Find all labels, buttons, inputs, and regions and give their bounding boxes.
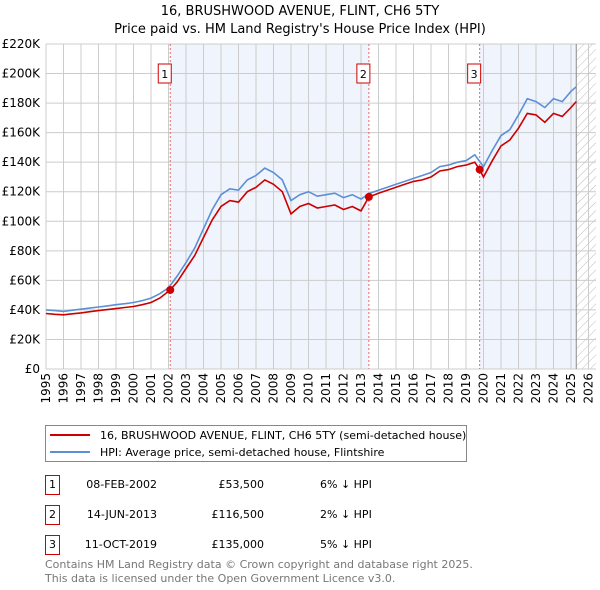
sale-point [475, 165, 484, 174]
y-tick-label: £0 [25, 362, 40, 376]
y-tick-label: £60K [9, 273, 41, 287]
x-tick-label: 1996 [57, 373, 71, 404]
y-tick-label: £160K [2, 126, 42, 140]
x-tick-label: 2006 [232, 373, 246, 404]
y-tick-label: £200K [2, 67, 42, 81]
x-tick-label: 2005 [214, 373, 228, 404]
sale-date: 14-JUN-2013 [86, 508, 157, 521]
x-tick-label: 2014 [372, 373, 386, 404]
chart-title: 16, BRUSHWOOD AVENUE, FLINT, CH6 5TY [160, 4, 440, 19]
y-tick-label: £100K [2, 214, 42, 228]
sale-date: 08-FEB-2002 [86, 478, 157, 491]
x-tick-label: 2023 [529, 373, 543, 404]
x-tick-label: 2010 [302, 373, 316, 404]
sale-price: £116,500 [211, 508, 265, 521]
x-tick-label: 2002 [162, 373, 176, 404]
sale-hpi-diff: 5% ↓ HPI [320, 538, 372, 551]
x-tick-label: 2009 [284, 373, 298, 404]
sale-point [166, 285, 175, 294]
x-tick-label: 2022 [512, 373, 526, 404]
blue-line-swatch [50, 451, 90, 453]
sale-label-box [356, 63, 371, 84]
x-tick-label: 2017 [424, 373, 438, 404]
x-tick-label: 1998 [92, 373, 106, 404]
x-tick-label: 2011 [319, 373, 333, 404]
x-tick-label: 2016 [407, 373, 421, 404]
x-tick-label: 1999 [109, 373, 123, 404]
sale-price: £53,500 [218, 478, 265, 491]
property-price-line [45, 101, 577, 316]
transaction-row: 1 08-FEB-2002 £53,500 6% ↓ HPI [45, 475, 465, 495]
x-tick-label: 2015 [389, 373, 403, 404]
legend-label-hpi: HPI: Average price, semi-detached house,… [100, 445, 385, 459]
sale-label: 1 [161, 68, 168, 81]
x-tick-label: 2024 [547, 373, 561, 404]
x-tick-label: 2004 [197, 373, 211, 404]
legend-item-property: 16, BRUSHWOOD AVENUE, FLINT, CH6 5TY (se… [50, 427, 466, 443]
x-tick-label: 2019 [459, 373, 473, 404]
sale-marker-badge: 2 [45, 505, 60, 525]
legend: 16, BRUSHWOOD AVENUE, FLINT, CH6 5TY (se… [45, 425, 467, 462]
sale-label-box [157, 63, 172, 84]
sale-label: 3 [471, 68, 478, 81]
y-tick-label: £80K [9, 244, 41, 258]
red-line-swatch [50, 434, 90, 436]
x-tick-label: 2001 [144, 373, 158, 404]
y-tick-label: £220K [2, 37, 42, 51]
chart-subtitle: Price paid vs. HM Land Registry's House … [114, 22, 486, 37]
sale-price: £135,000 [211, 538, 265, 551]
transaction-row: 3 11-OCT-2019 £135,000 5% ↓ HPI [45, 535, 465, 555]
x-tick-label: 2018 [442, 373, 456, 404]
y-tick-label: £120K [2, 185, 42, 199]
sale-label: 2 [360, 68, 367, 81]
sale-point [364, 192, 373, 201]
y-tick-label: £180K [2, 96, 42, 110]
x-tick-label: 2008 [267, 373, 281, 404]
x-tick-label: 1995 [39, 373, 53, 404]
footer-copyright: Contains HM Land Registry data © Crown c… [45, 558, 473, 571]
x-tick-label: 2013 [354, 373, 368, 404]
x-tick-label: 1997 [74, 373, 88, 404]
y-tick-label: £40K [9, 303, 41, 317]
sale-marker-badge: 1 [45, 475, 60, 495]
hpi-line [45, 86, 577, 313]
x-tick-label: 2021 [494, 373, 508, 404]
y-tick-label: £20K [9, 332, 41, 346]
sale-marker-badge: 3 [45, 535, 60, 555]
x-tick-label: 2007 [249, 373, 263, 404]
shaded-period-3 [479, 44, 577, 369]
x-tick-label: 2025 [564, 373, 578, 404]
footer-licence: This data is licensed under the Open Gov… [45, 572, 396, 585]
x-tick-label: 2020 [477, 373, 491, 404]
sale-date: 11-OCT-2019 [84, 538, 157, 551]
transaction-row: 2 14-JUN-2013 £116,500 2% ↓ HPI [45, 505, 465, 525]
legend-label-property: 16, BRUSHWOOD AVENUE, FLINT, CH6 5TY (se… [100, 428, 467, 442]
forecast-hatch [576, 44, 596, 369]
x-tick-label: 2012 [337, 373, 351, 404]
legend-item-hpi: HPI: Average price, semi-detached house,… [50, 444, 384, 460]
price-chart: 1995 1996 1997 1998 1999 2000 2001 2002 2003 2004… [2, 37, 596, 404]
y-tick-label: £140K [2, 155, 42, 169]
x-tick-label: 2000 [127, 373, 141, 404]
x-tick-label: 2026 [582, 373, 596, 404]
x-tick-label: 2003 [179, 373, 193, 404]
sale-label-box [467, 63, 482, 84]
sale-hpi-diff: 6% ↓ HPI [320, 478, 372, 491]
sale-hpi-diff: 2% ↓ HPI [320, 508, 372, 521]
